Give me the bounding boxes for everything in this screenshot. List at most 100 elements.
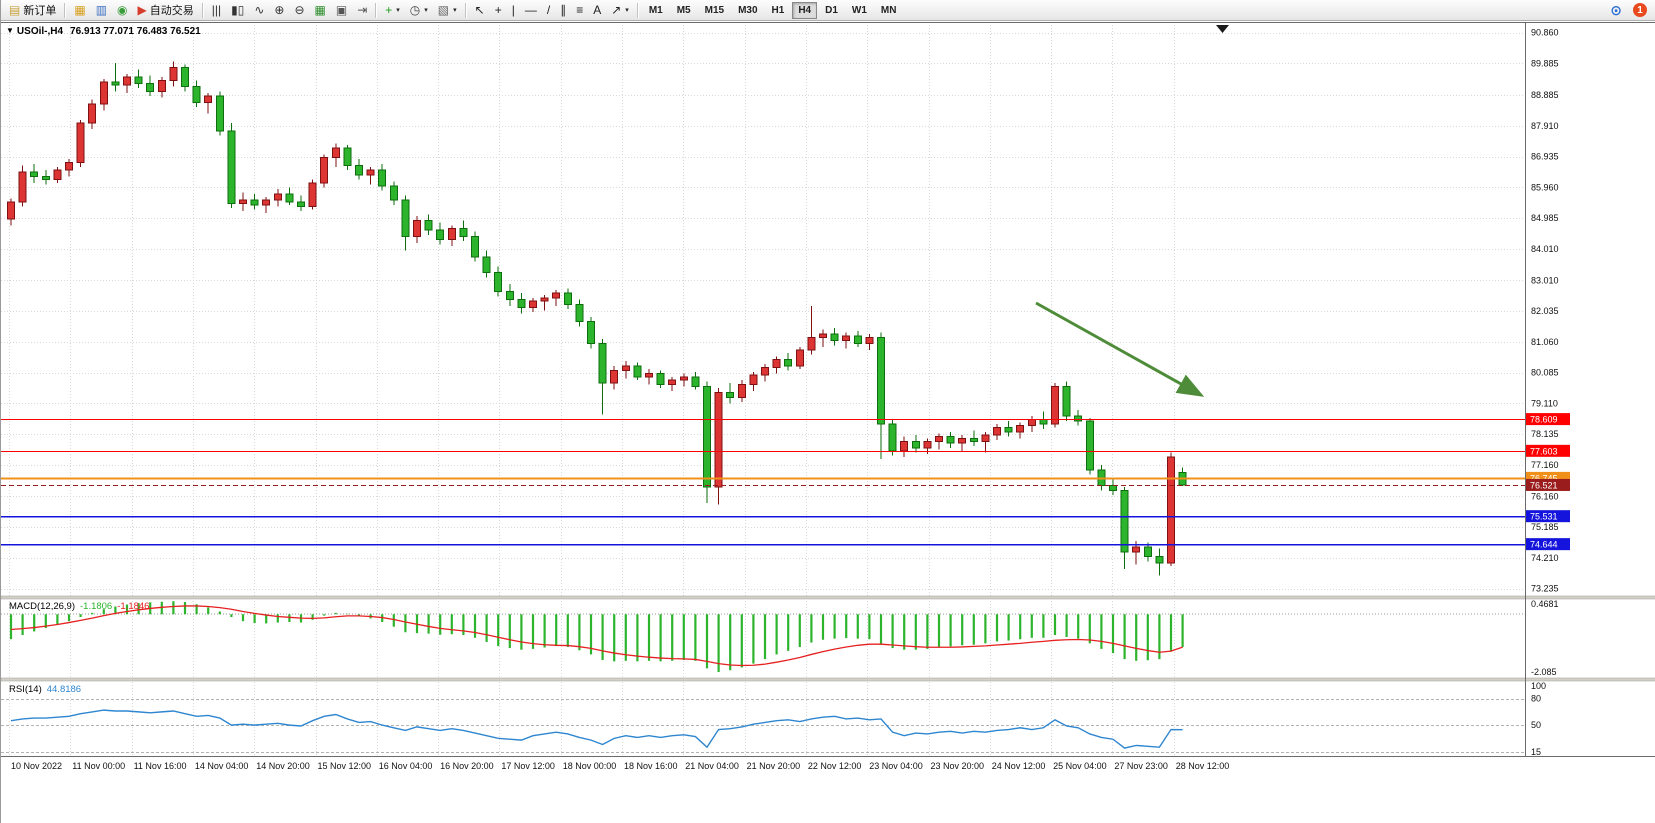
panel-sizer-macd[interactable] xyxy=(1,595,1655,600)
arrange-windows-icon: ▣ xyxy=(335,3,348,17)
time-axis[interactable] xyxy=(1,756,1655,774)
horizontal-line-icon: — xyxy=(524,3,537,17)
market-watch-button[interactable]: ▦ xyxy=(69,1,90,20)
arrows-button[interactable]: ↗ ▾ xyxy=(606,1,634,20)
vertical-line-icon: | xyxy=(511,3,515,17)
svg-text:90.860: 90.860 xyxy=(1531,28,1559,38)
chart-shift-icon: ⇥ xyxy=(357,3,368,17)
zoom-out-button[interactable]: ⊖ xyxy=(289,1,309,20)
svg-text:18 Nov 00:00: 18 Nov 00:00 xyxy=(563,761,617,771)
trend-arrow[interactable] xyxy=(1035,301,1205,397)
dropdown-caret-icon: ▾ xyxy=(453,7,457,14)
trendline-button[interactable]: / xyxy=(542,1,555,20)
svg-text:81.060: 81.060 xyxy=(1531,337,1559,347)
data-window-button[interactable]: ▥ xyxy=(91,1,112,20)
dropdown-caret-icon: ▾ xyxy=(396,7,400,14)
toolbar-separator xyxy=(636,2,639,18)
svg-text:15: 15 xyxy=(1531,747,1541,757)
chart-shift-marker[interactable] xyxy=(1216,25,1229,33)
horizontal-lines xyxy=(1,419,1525,546)
svg-text:16 Nov 20:00: 16 Nov 20:00 xyxy=(440,761,494,771)
price-axis[interactable] xyxy=(1525,22,1655,756)
timeframe-h4-button[interactable]: H4 xyxy=(792,1,818,19)
timeframe-m5-button[interactable]: M5 xyxy=(671,2,697,19)
timeframe-m1-button[interactable]: M1 xyxy=(643,2,669,19)
periods-button[interactable]: ◷ ▾ xyxy=(405,1,433,20)
macd-histogram xyxy=(9,601,1184,673)
svg-text:80: 80 xyxy=(1531,694,1541,704)
svg-text:14 Nov 20:00: 14 Nov 20:00 xyxy=(256,761,310,771)
crosshair-button[interactable]: + xyxy=(490,1,507,20)
toolbar-separator xyxy=(375,2,378,18)
price-line-labels: 78.609 77.603 76.74576.521 75.531 74.644 xyxy=(1526,413,1570,551)
svg-text:77.603: 77.603 xyxy=(1530,446,1558,456)
candlestick-button[interactable]: ▮▯ xyxy=(226,1,249,20)
svg-text:80.085: 80.085 xyxy=(1531,368,1559,378)
line-chart-button[interactable]: ∿ xyxy=(249,1,269,20)
bar-chart-button[interactable]: ||| xyxy=(207,1,226,20)
autotrading-button[interactable]: ▶ 自动交易 xyxy=(133,1,199,20)
candles xyxy=(7,61,1187,576)
channel-button[interactable]: ∥ xyxy=(555,1,571,20)
svg-text:17 Nov 12:00: 17 Nov 12:00 xyxy=(501,761,555,771)
panel-sizer-rsi[interactable] xyxy=(1,677,1655,682)
vertical-line-button[interactable]: | xyxy=(507,1,520,20)
window-icon-group: ▦ ▥ ◉ xyxy=(69,1,132,20)
zoom-in-icon: ⊕ xyxy=(274,3,285,17)
text-icon: A xyxy=(593,3,602,17)
candlestick-icon: ▮▯ xyxy=(231,3,245,17)
svg-text:75.185: 75.185 xyxy=(1531,522,1559,532)
notification-badge[interactable]: 1 xyxy=(1633,3,1647,17)
svg-text:88.885: 88.885 xyxy=(1531,90,1559,100)
add-indicator-icon: + xyxy=(385,3,393,17)
svg-text:18 Nov 16:00: 18 Nov 16:00 xyxy=(624,761,678,771)
timeframe-h1-button[interactable]: H1 xyxy=(766,2,791,19)
timeframe-m30-button[interactable]: M30 xyxy=(732,2,763,19)
search-button[interactable]: ⊙ xyxy=(1605,1,1627,20)
timeframe-group: M1 M5 M15 M30 H1 H4 D1 W1 MN xyxy=(642,1,904,19)
svg-text:-2.085: -2.085 xyxy=(1531,667,1557,677)
timeframe-d1-button[interactable]: D1 xyxy=(819,2,844,19)
chart-shift-button[interactable]: ⇥ xyxy=(352,1,372,20)
macd-panel[interactable] xyxy=(1,599,1525,678)
time-axis-labels: 10 Nov 2022 11 Nov 00:00 11 Nov 16:00 14 No… xyxy=(11,761,1229,771)
svg-text:76.745: 76.745 xyxy=(1530,473,1558,483)
svg-text:82.035: 82.035 xyxy=(1531,306,1559,316)
svg-text:28 Nov 12:00: 28 Nov 12:00 xyxy=(1176,761,1230,771)
new-order-button[interactable]: ▤ 新订单 xyxy=(4,1,61,20)
svg-text:77.160: 77.160 xyxy=(1531,460,1559,470)
new-order-label: 新订单 xyxy=(23,5,57,17)
svg-text:79.110: 79.110 xyxy=(1531,398,1558,408)
zoom-out-icon: ⊖ xyxy=(294,3,305,17)
svg-text:78.135: 78.135 xyxy=(1531,429,1559,439)
templates-button[interactable]: ▧ ▾ xyxy=(433,1,462,20)
add-indicator-button[interactable]: + ▾ xyxy=(380,1,405,20)
timeframe-w1-button[interactable]: W1 xyxy=(846,2,873,19)
svg-text:24 Nov 12:00: 24 Nov 12:00 xyxy=(992,761,1046,771)
cursor-icon: ↖ xyxy=(474,3,485,17)
horizontal-line-button[interactable]: — xyxy=(520,1,542,20)
fibonacci-button[interactable]: ≡ xyxy=(571,1,588,20)
navigator-button[interactable]: ◉ xyxy=(112,1,132,20)
svg-text:11 Nov 00:00: 11 Nov 00:00 xyxy=(72,761,125,771)
timeframe-m15-button[interactable]: M15 xyxy=(699,2,730,19)
chart-tool-group: ||| ▮▯ ∿ ⊕ ⊖ ▦ ▣ ⇥ xyxy=(207,1,373,20)
line-chart-icon: ∿ xyxy=(254,3,265,17)
svg-text:23 Nov 04:00: 23 Nov 04:00 xyxy=(869,761,923,771)
text-button[interactable]: A xyxy=(588,1,606,20)
timeframe-mn-button[interactable]: MN xyxy=(875,2,903,19)
tile-windows-button[interactable]: ▦ xyxy=(310,1,331,20)
market-watch-icon: ▦ xyxy=(74,3,86,17)
toolbar: ▤ 新订单 ▦ ▥ ◉ ▶ 自动交易 ||| ▮▯ ∿ ⊕ ⊖ ▦ ▣ ⇥ + ▾ ◷ ▾ ▧ ▾ ↖ + | —… xyxy=(1,0,1655,21)
dropdown-caret-icon: ▾ xyxy=(625,7,629,14)
zoom-in-button[interactable]: ⊕ xyxy=(269,1,289,20)
arrange-windows-button[interactable]: ▣ xyxy=(331,1,352,20)
crosshair-icon: + xyxy=(494,3,502,17)
main-chart-area[interactable] xyxy=(1,22,1525,596)
rsi-panel[interactable] xyxy=(1,681,1525,756)
svg-text:86.935: 86.935 xyxy=(1531,152,1559,162)
svg-text:15 Nov 12:00: 15 Nov 12:00 xyxy=(318,761,372,771)
cursor-button[interactable]: ↖ xyxy=(470,1,490,20)
